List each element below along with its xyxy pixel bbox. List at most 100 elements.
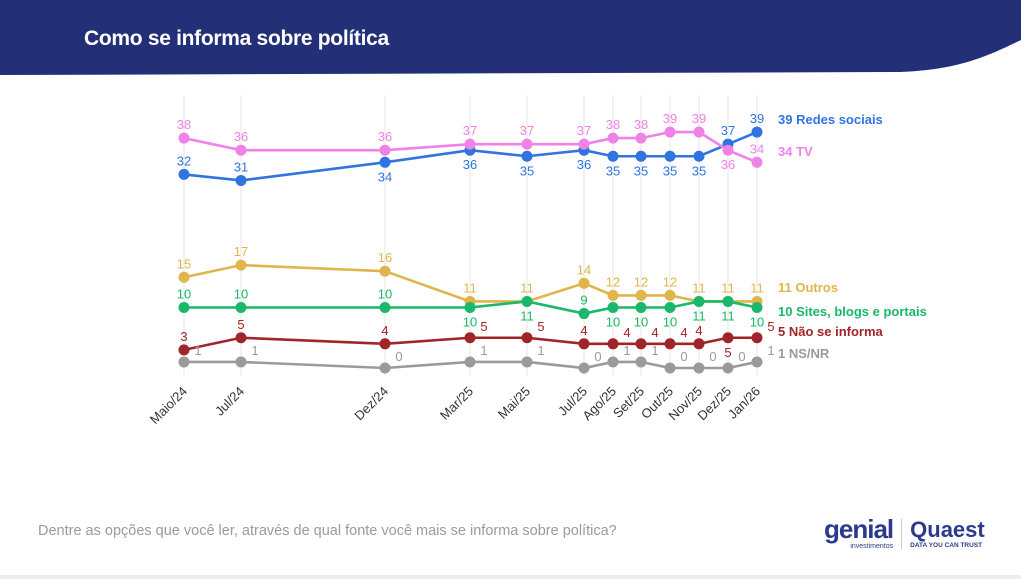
data-label: 11	[721, 308, 735, 323]
series-line	[183, 130, 758, 164]
page-title: Como se informa sobre política	[84, 27, 389, 50]
data-label: 36	[577, 157, 591, 172]
data-label: 37	[520, 123, 534, 138]
data-label: 17	[234, 244, 248, 259]
data-point	[722, 332, 734, 344]
data-point	[235, 356, 247, 368]
series-redes-sociais: 32 31 34 36 35 36 35 35 35 35 37 39 39 Redes sociais	[177, 111, 883, 186]
data-point	[464, 302, 476, 313]
data-label: 4	[695, 323, 702, 338]
data-label: 12	[606, 274, 620, 289]
data-label: 4	[651, 325, 658, 340]
x-tick-label: Jul/24	[212, 384, 247, 419]
data-point	[464, 332, 476, 344]
data-point	[379, 362, 391, 374]
data-label: 34	[750, 141, 764, 156]
data-label: 14	[577, 262, 591, 277]
data-label: 0	[594, 349, 601, 364]
data-point	[379, 144, 391, 156]
data-label: 31	[234, 159, 248, 174]
data-label: 11	[692, 280, 706, 295]
header-banner	[0, 0, 1021, 75]
data-label: 10	[463, 315, 477, 330]
data-label: 1	[194, 343, 201, 358]
data-label: 4	[623, 325, 630, 340]
data-label: 35	[606, 163, 620, 178]
data-label: 39	[692, 111, 706, 126]
data-label: 38	[606, 117, 620, 132]
data-point	[751, 356, 763, 368]
data-point	[464, 138, 476, 150]
data-label: 16	[378, 250, 392, 265]
quaest-logo: Quaest DATA YOU CAN TRUST	[910, 517, 985, 550]
data-point	[178, 168, 190, 180]
data-point	[178, 302, 190, 313]
data-label: 1	[651, 343, 658, 358]
data-label: 11	[520, 308, 534, 323]
data-label: 5	[480, 319, 487, 334]
data-point	[521, 138, 533, 150]
data-label: 3	[180, 329, 187, 344]
x-tick-label: Jan/26	[725, 384, 763, 422]
data-label: 35	[663, 163, 677, 178]
data-label: 34	[378, 169, 392, 184]
data-point	[751, 332, 763, 344]
data-label: 10	[634, 315, 648, 330]
data-point	[578, 338, 590, 350]
data-label: 36	[463, 157, 477, 172]
data-label: 1	[623, 343, 630, 358]
series-legend-label: 11 Outros	[778, 280, 838, 295]
data-point	[693, 362, 705, 374]
data-point	[693, 295, 705, 307]
series-legend-label: 39 Redes sociais	[778, 112, 883, 127]
logos: genial investimentos Quaest DATA YOU CAN T…	[824, 514, 985, 550]
data-point	[693, 126, 705, 138]
data-point	[379, 265, 391, 277]
data-label: 10	[663, 315, 677, 330]
data-point	[379, 302, 391, 313]
data-label: 35	[692, 163, 706, 178]
series-legend-label: 1 NS/NR	[778, 346, 830, 361]
data-label: 5	[237, 317, 244, 332]
data-point	[635, 302, 647, 313]
data-point	[521, 150, 533, 162]
data-label: 5	[724, 345, 731, 360]
data-label: 39	[750, 111, 764, 126]
data-label: 38	[177, 117, 191, 132]
data-label: 39	[663, 111, 677, 126]
data-label: 35	[634, 163, 648, 178]
data-point	[693, 150, 705, 162]
data-label: 10	[234, 287, 248, 302]
data-point	[178, 132, 190, 144]
data-label: 11	[520, 280, 534, 295]
data-label: 11	[463, 280, 477, 295]
data-label: 15	[177, 256, 191, 271]
data-point	[178, 344, 190, 356]
data-label: 12	[663, 274, 677, 289]
data-point	[635, 132, 647, 144]
genial-logo: genial investimentos	[824, 514, 894, 550]
data-label: 12	[634, 274, 648, 289]
series-tv: 38 36 36 37 37 37 38 38 39 39 36 34 34 TV	[177, 111, 813, 172]
data-label: 11	[750, 280, 764, 295]
data-point	[607, 338, 619, 350]
data-label: 32	[177, 153, 191, 168]
series-n-o-se-informa: 35 4 5 5 4 4 4 4 455 5 Não se informa	[178, 317, 884, 360]
data-point	[178, 271, 190, 283]
data-label: 4	[381, 323, 388, 338]
footer-line	[0, 575, 1021, 579]
data-label: 1	[480, 343, 487, 358]
data-label: 0	[738, 349, 745, 364]
data-label: 0	[395, 349, 402, 364]
line-chart: Maio/24 Jul/24 Dez/24 Mar/25 Mai/25 Jul/25Ago…	[147, 95, 927, 427]
series-ns-nr: 1 1 0 1 1 0 1 1 0 0 0 1 1 NS/NR	[178, 343, 830, 374]
series-sites-blogs-e-portais: 10 10 10 10 11 9 10 10 10 11 11 10 10 Sites, blogs e…	[177, 287, 927, 330]
data-point	[607, 132, 619, 144]
series-outros: 15 17 16 11 11 14 12 12 12 11 11 11 11 Outros	[177, 244, 838, 307]
data-point	[664, 150, 676, 162]
data-point	[722, 295, 734, 307]
data-point	[235, 302, 247, 313]
data-label: 5	[767, 319, 774, 334]
data-label: 0	[680, 349, 687, 364]
data-point	[635, 338, 647, 350]
